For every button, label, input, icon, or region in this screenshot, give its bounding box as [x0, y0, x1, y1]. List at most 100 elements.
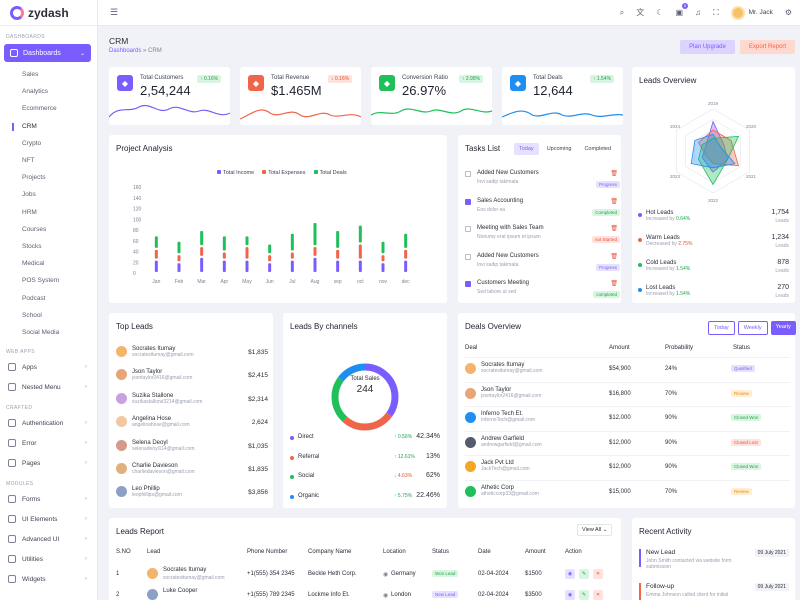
tab-weekly[interactable]: Weekly — [737, 321, 768, 335]
task-item[interactable]: Added New Customers Invi sadip takimata 🗑 P… — [465, 167, 620, 193]
tab-today[interactable]: Today — [514, 143, 539, 155]
export-report-button[interactable]: Export Report — [740, 40, 795, 54]
view-all-button[interactable]: View All ⌄ — [577, 524, 613, 536]
user-menu[interactable]: Mr. Jack — [730, 5, 773, 20]
bell-icon[interactable]: ♫ — [695, 8, 702, 17]
sidebar-sub-jobs[interactable]: Jobs — [22, 191, 36, 199]
top-lead-row[interactable]: Json Taylor jsontaylor2416@gmail.com $2,41… — [116, 367, 268, 391]
sidebar-sub-pos-system[interactable]: POS System — [22, 277, 60, 285]
eye-icon[interactable]: ◉ — [565, 569, 575, 579]
sidebar-item-error[interactable]: Error › — [0, 433, 97, 453]
sidebar-sub-ecommerce[interactable]: Ecommerce — [22, 105, 57, 113]
sidebar-sub-nft[interactable]: NFT — [22, 157, 35, 165]
breadcrumb: Dashboards » CRM — [109, 48, 162, 54]
edit-icon[interactable]: ✎ — [579, 569, 589, 579]
deal-probability: 90% — [665, 415, 678, 422]
trash-icon[interactable]: 🗑 — [610, 253, 618, 260]
tab-yearly[interactable]: Yearly — [770, 321, 796, 335]
task-checkbox[interactable] — [465, 226, 471, 232]
plan-upgrade-button[interactable]: Plan Upgrade — [680, 40, 735, 54]
deal-row[interactable]: Andrew Garfield andrewgarfield@gmail.com $… — [465, 430, 790, 455]
edit-icon[interactable]: ✎ — [579, 590, 589, 600]
top-lead-row[interactable]: Selena Deoyl selenadeoyl114@gmail.com $1,0… — [116, 438, 268, 462]
task-checkbox[interactable] — [465, 198, 471, 205]
menu-toggle-icon[interactable]: ☰ — [110, 7, 119, 17]
deal-row[interactable]: Json Taylor jsontaylor2416@gmail.com $16,8… — [465, 381, 790, 406]
sidebar-item-forms[interactable]: Forms › — [0, 489, 97, 509]
menu-icon — [8, 459, 16, 467]
sidebar-item-authentication[interactable]: Authentication › — [0, 413, 97, 433]
deal-amount: $54,900 — [609, 366, 631, 372]
sidebar-item-utilities[interactable]: Utilities › — [0, 549, 97, 569]
task-item[interactable]: Added New Customers Invi sadip takimata 🗑 P… — [465, 250, 620, 276]
trash-icon[interactable]: 🗑 — [610, 171, 618, 177]
sidebar-sub-podcast[interactable]: Podcast — [22, 294, 46, 302]
top-lead-row[interactable]: Suzika Stallone suzikastallone3214@gmail.… — [116, 391, 268, 415]
avatar — [465, 363, 476, 374]
trash-icon[interactable]: 🗑 — [610, 198, 618, 205]
top-lead-row[interactable]: Socrates Itumay socratesitumay@gmail.com $… — [116, 344, 268, 368]
deal-amount: $15,000 — [609, 489, 631, 495]
sidebar-item-advanced-ui[interactable]: Advanced UI › — [0, 529, 97, 549]
sidebar-sub-hrm[interactable]: HRM — [22, 208, 37, 216]
deal-row[interactable]: Jack Pvt Ltd JackTech@gmail.com $12,000 90%… — [465, 455, 790, 479]
top-lead-row[interactable]: Charlie Davieson charliedavieson@gmail.co… — [116, 461, 268, 485]
sidebar-sub-projects[interactable]: Projects — [22, 174, 46, 182]
sidebar-item-dashboards[interactable]: Dashboards ⌄ — [4, 44, 91, 62]
deal-row[interactable]: Inferno Tech Et. InfernoTech@gmail.com $12… — [465, 406, 790, 430]
cart-icon[interactable]: ▣ 5 — [675, 3, 689, 17]
sidebar-sub-courses[interactable]: Courses — [22, 225, 47, 233]
trash-icon[interactable]: 🗑 — [610, 226, 618, 232]
top-lead-row[interactable]: Leo Phillip leophillips@gmail.com $3,856 — [116, 484, 268, 508]
sidebar-sub-analytics[interactable]: Analytics — [22, 88, 49, 96]
logo-icon — [10, 5, 24, 20]
top-lead-row[interactable]: Angelina Hose angelinahose@gmail.com 2,624 — [116, 414, 268, 438]
chart-legend: Total Income Total Expenses Total Deals — [217, 170, 347, 176]
sidebar-sub-crm[interactable]: CRM — [0, 118, 97, 135]
task-checkbox[interactable] — [465, 171, 471, 177]
chevron-right-icon: › — [85, 536, 87, 542]
task-item[interactable]: Customers Meeting Sed labore ut sed 🗑 compl… — [465, 277, 620, 303]
sidebar-sub-sales[interactable]: Sales — [22, 71, 39, 79]
home-icon — [10, 49, 18, 57]
lead-text: Lost Leads Increased by 1.54% — [646, 285, 690, 297]
search-icon[interactable]: ⌕ — [619, 7, 625, 17]
task-title: Sales Accounting — [477, 197, 524, 204]
deal-row[interactable]: Socrates Itumay socratesitumay@gmail.com $… — [465, 357, 790, 381]
legend-dot — [638, 238, 642, 242]
y-tick-label: 120 — [133, 207, 142, 213]
sidebar-sub-stocks[interactable]: Stocks — [22, 242, 42, 250]
sidebar-item-apps[interactable]: Apps › — [0, 357, 97, 377]
radar-series — [698, 135, 740, 186]
breadcrumb-root[interactable]: Dashboards — [109, 48, 142, 54]
trash-icon[interactable]: ✕ — [593, 569, 603, 579]
sidebar-item-pages[interactable]: Pages › — [0, 453, 97, 473]
chevron-right-icon: › — [85, 576, 87, 582]
logo[interactable]: zydash — [0, 0, 97, 26]
eye-icon[interactable]: ◉ — [565, 590, 575, 600]
tab-today[interactable]: Today — [708, 321, 735, 335]
task-checkbox[interactable] — [465, 253, 471, 260]
lead-unit: Leads — [775, 293, 789, 299]
moon-icon[interactable]: ☾ — [656, 8, 664, 17]
trash-icon[interactable]: ✕ — [593, 590, 603, 600]
sidebar-sub-crypto[interactable]: Crypto — [22, 139, 42, 147]
channel-name: Social — [298, 473, 315, 479]
tab-completed[interactable]: Completed — [584, 146, 612, 152]
task-item[interactable]: Sales Accounting Eos dolor ea 🗑 Completed — [465, 195, 620, 221]
deal-row[interactable]: Athetic Corp atheticcorp33@gmail.com $15,0… — [465, 480, 790, 504]
sidebar-item-nested-menu[interactable]: Nested Menu › — [0, 377, 97, 397]
trash-icon[interactable]: 🗑 — [610, 281, 618, 287]
sidebar-sub-social-media[interactable]: Social Media — [22, 328, 60, 336]
task-checkbox[interactable] — [465, 281, 471, 287]
activity-date: 09 July 2021 — [754, 583, 789, 591]
sidebar-item-ui-elements[interactable]: UI Elements › — [0, 509, 97, 529]
fullscreen-icon[interactable]: ⛶ — [713, 7, 719, 17]
sidebar-sub-school[interactable]: School — [22, 311, 42, 319]
gear-icon[interactable]: ⚙ — [784, 8, 792, 17]
sidebar-sub-medical[interactable]: Medical — [22, 260, 45, 268]
translate-icon[interactable]: 文 — [636, 8, 645, 17]
sidebar-item-widgets[interactable]: Widgets › — [0, 569, 97, 589]
tab-upcoming[interactable]: Upcoming — [546, 146, 572, 152]
task-item[interactable]: Meeting with Sales Team Nonumy erat ipsum… — [465, 222, 620, 248]
